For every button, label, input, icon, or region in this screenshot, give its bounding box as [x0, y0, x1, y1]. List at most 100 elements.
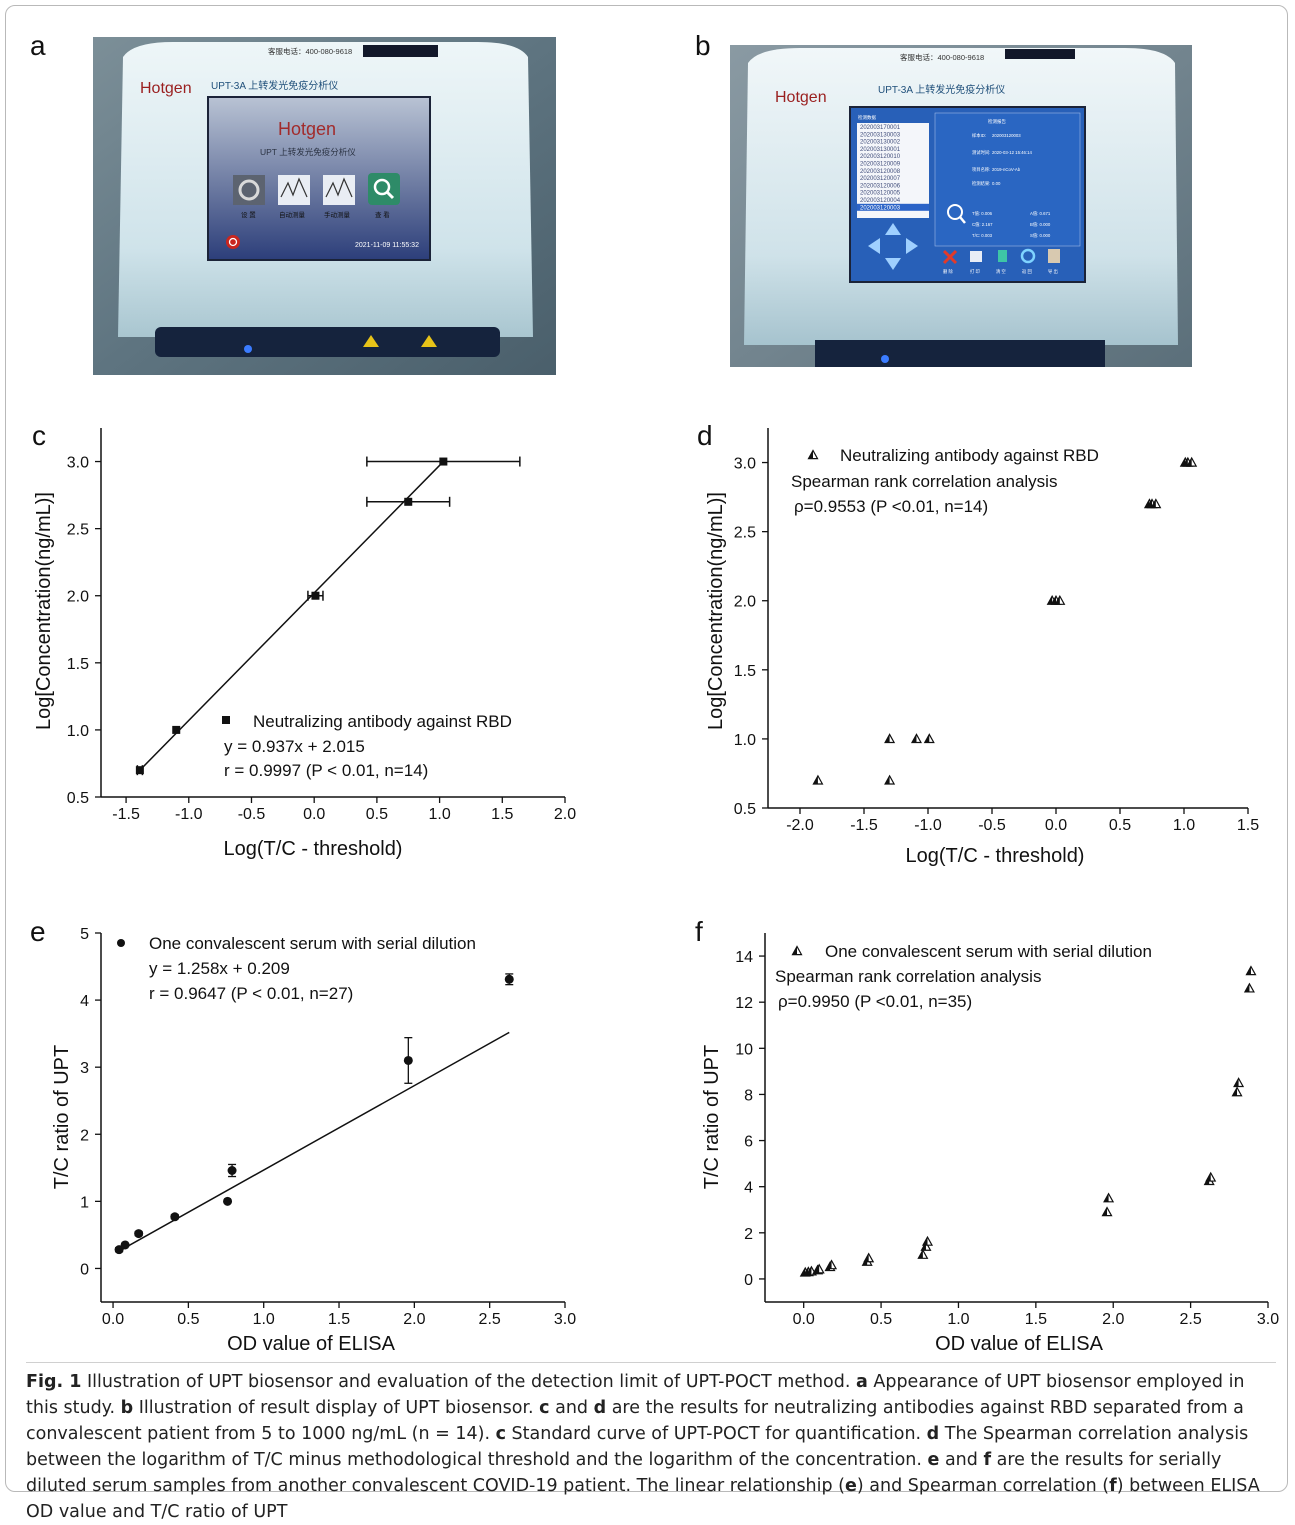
data-point-half	[1183, 458, 1188, 467]
data-point	[311, 591, 320, 600]
caption-cd-label1: c	[539, 1398, 550, 1418]
test-time-value: 2020-03-12 15:46:14	[992, 150, 1033, 155]
y-axis-label: T/C ratio of UPT	[701, 1045, 723, 1189]
y-tick-label: 8	[744, 1087, 753, 1104]
s-value: S值: 0.000	[1030, 232, 1051, 239]
x-tick-label: 0.0	[303, 806, 325, 823]
gear-icon	[233, 175, 265, 205]
menu-manual: 手动测量	[324, 210, 351, 219]
search-icon	[947, 204, 966, 224]
menu-settings: 设 置	[241, 210, 256, 219]
x-tick-label: 1.5	[328, 1311, 350, 1328]
x-tick-label: 3.0	[554, 1311, 576, 1328]
x-tick-label: 2.5	[1179, 1311, 1201, 1328]
sample-id-item: 202003130003	[860, 132, 901, 138]
chart-panel-f: 0.0 0.5 1.0 1.5 2.0 2.5 3.0 0 2 4 6 8 10 12 14 OD value…	[701, 933, 1279, 1355]
x-tick-label: 0.0	[1045, 817, 1067, 834]
caption-a-text: Appearance of UPT biosensor employed in …	[26, 1372, 1245, 1418]
y-tick-label: 1.5	[67, 656, 89, 673]
y-axis-label: Log[Concentration(ng/mL)]	[33, 492, 55, 730]
sample-id-item: 202003120004	[860, 198, 901, 204]
list-header-b: 检测数据	[858, 114, 876, 121]
legend-equation: y = 1.258x + 0.209	[149, 959, 290, 978]
data-point-half	[1102, 1207, 1108, 1216]
data-point-half	[813, 775, 818, 784]
menu-view: 查 看	[375, 210, 390, 219]
legend-stat: ρ=0.9553 (P <0.01, n=14)	[794, 497, 988, 516]
caption-ef-text: are the results for serially diluted ser…	[26, 1450, 1222, 1496]
legend-series: Neutralizing antibody against RBD	[840, 446, 1099, 465]
legend-stat: r = 0.9997 (P < 0.01, n=14)	[224, 761, 428, 780]
y-tick-label: 4	[744, 1180, 753, 1197]
clear-icon	[998, 250, 1007, 262]
x-tick-label: 0.5	[1109, 817, 1131, 834]
sample-id-list: 2020031700012020031300032020031300022020…	[857, 125, 929, 211]
data-point-half	[918, 1250, 923, 1259]
data-point-half	[806, 1266, 812, 1275]
y-tick-label: 2.0	[734, 594, 756, 611]
panel-label-f: f	[695, 916, 703, 947]
x-tick-label: 1.0	[428, 806, 450, 823]
data-point	[403, 1055, 413, 1065]
data-point-half	[792, 946, 797, 955]
legend-stat: ρ=0.9950 (P <0.01, n=35)	[778, 992, 972, 1011]
auto-measure-icon	[278, 175, 310, 205]
c-value: C值: 2.167	[972, 221, 993, 228]
screen-brand-a: Hotgen	[278, 119, 336, 139]
sample-id-item: 202003120003	[860, 205, 901, 211]
y-tick-label: 1.5	[734, 663, 756, 680]
test-time-label: 测试时间:	[972, 149, 990, 156]
y-tick-label: 1.0	[67, 723, 89, 740]
caption-c-label: c	[495, 1424, 506, 1444]
x-tick-label: 2.0	[1102, 1311, 1124, 1328]
x-axis-label: Log(T/C - threshold)	[906, 845, 1085, 867]
data-point-half	[1151, 499, 1156, 508]
panel-label-a: a	[30, 30, 46, 61]
y-tick-label: 12	[735, 995, 753, 1012]
export-icon	[1048, 249, 1060, 263]
y-tick-label: 0.5	[734, 801, 756, 818]
legend-marker	[117, 939, 125, 947]
y-tick-label: 2.5	[67, 522, 89, 539]
data-point-half	[1244, 983, 1250, 992]
manual-measure-icon	[323, 175, 355, 205]
result-title-b: 检测报告	[988, 118, 1006, 125]
sample-id-item: 202003120007	[860, 176, 901, 182]
data-point-half	[1187, 458, 1192, 467]
data-point	[404, 497, 413, 506]
x-tick-label: -1.0	[914, 817, 942, 834]
x-tick-label: 1.0	[947, 1311, 969, 1328]
data-point-half	[924, 734, 930, 743]
data-point-half	[911, 734, 917, 743]
caption-e-text: ) and Spearman correlation (	[856, 1476, 1110, 1496]
y-tick-label: 3.0	[67, 455, 89, 472]
hotline-text-b: 客服电话：400-080-9618	[900, 52, 984, 62]
panel-label-c: c	[32, 420, 46, 451]
y-tick-label: 6	[744, 1134, 753, 1151]
sample-id-item: 202003130001	[860, 147, 901, 153]
data-point-half	[1104, 1193, 1109, 1202]
btn-back: 返 回	[1022, 268, 1032, 275]
y-tick-label: 1	[80, 1194, 89, 1211]
caption-b-label: b	[120, 1398, 134, 1418]
caption-b-text: Illustration of result display of UPT bi…	[133, 1398, 540, 1418]
x-tick-label: -2.0	[786, 817, 814, 834]
data-point-half	[923, 1237, 928, 1246]
caption-d-label: d	[926, 1424, 940, 1444]
x-axis-label: OD value of ELISA	[935, 1333, 1104, 1355]
caption-cd-and: and	[549, 1398, 594, 1418]
caption-d-text: The Spearman correlation analysis betwee…	[26, 1424, 1249, 1470]
y-tick-label: 0	[744, 1272, 753, 1289]
tc-value: T/C: 0.003	[972, 233, 993, 238]
device-photo-a: 客服电话：400-080-9618 Hotgen UPT-3A 上转发光免疫分析…	[93, 37, 556, 375]
x-tick-label: 0.5	[177, 1311, 199, 1328]
x-tick-label: 3.0	[1257, 1311, 1279, 1328]
arrow-pad-icon	[868, 223, 918, 270]
caption-cd-text: are the results for neutralizing antibod…	[26, 1398, 1244, 1444]
legend-method: Spearman rank correlation analysis	[791, 472, 1057, 491]
x-tick-label: 1.5	[1025, 1311, 1047, 1328]
model-name-b: UPT-3A 上转发光免疫分析仪	[878, 83, 1005, 96]
brand-logo-a: Hotgen	[140, 80, 192, 97]
device-photo-b: 客服电话：400-080-9618 Hotgen UPT-3A 上转发光免疫分析…	[730, 45, 1192, 367]
data-point	[170, 1212, 180, 1222]
